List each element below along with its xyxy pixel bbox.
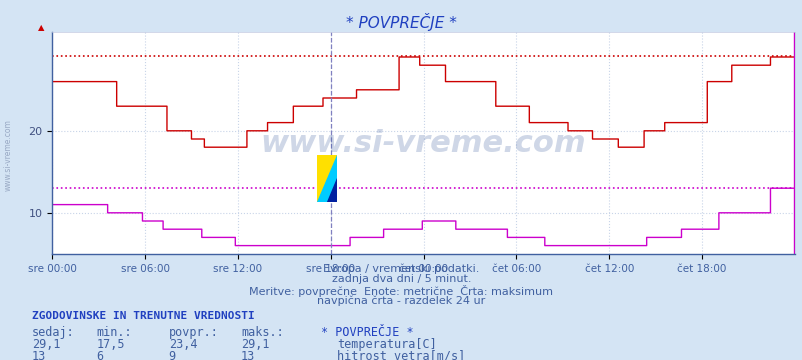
Text: 6: 6 [96,350,103,360]
Text: 9: 9 [168,350,176,360]
Text: sedaj:: sedaj: [32,326,75,339]
Text: 29,1: 29,1 [32,338,60,351]
Text: ZGODOVINSKE IN TRENUTNE VREDNOSTI: ZGODOVINSKE IN TRENUTNE VREDNOSTI [32,311,254,321]
Text: zadnja dva dni / 5 minut.: zadnja dva dni / 5 minut. [331,274,471,284]
Text: * POVPREČJE *: * POVPREČJE * [321,326,413,339]
Text: navpična črta - razdelek 24 ur: navpična črta - razdelek 24 ur [317,296,485,306]
Text: hitrost vetra[m/s]: hitrost vetra[m/s] [337,350,465,360]
Text: Evropa / vremenski podatki.: Evropa / vremenski podatki. [323,264,479,274]
Polygon shape [327,178,337,202]
Text: 13: 13 [241,350,255,360]
Text: temperatura[C]: temperatura[C] [337,338,436,351]
Polygon shape [317,155,337,202]
Polygon shape [317,155,337,202]
Text: povpr.:: povpr.: [168,326,218,339]
Text: * POVPREČJE *: * POVPREČJE * [346,13,456,31]
Text: ▲: ▲ [38,23,44,32]
Text: 23,4: 23,4 [168,338,196,351]
Text: www.si-vreme.com: www.si-vreme.com [3,119,13,191]
Text: maks.:: maks.: [241,326,283,339]
Text: min.:: min.: [96,326,132,339]
Text: www.si-vreme.com: www.si-vreme.com [261,129,585,158]
Text: 29,1: 29,1 [241,338,269,351]
Text: 13: 13 [32,350,47,360]
Text: Meritve: povprečne  Enote: metrične  Črta: maksimum: Meritve: povprečne Enote: metrične Črta:… [249,285,553,297]
Text: 17,5: 17,5 [96,338,124,351]
